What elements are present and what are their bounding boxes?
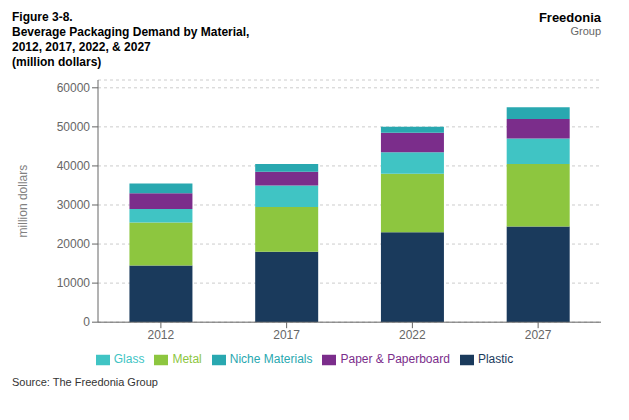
svg-text:60000: 60000	[57, 81, 91, 95]
svg-text:2017: 2017	[273, 328, 300, 342]
html-text:Glass: Glass	[113, 352, 145, 367]
html-text:Freedonia: Freedonia	[538, 10, 601, 25]
html-text:(million dollars): (million dollars)	[12, 55, 102, 69]
html-text:Metal: Metal	[172, 352, 202, 367]
svg-text:10000: 10000	[57, 276, 91, 290]
html-text:Group: Group	[570, 25, 601, 37]
html-text:Figure 3-8.: Figure 3-8.	[12, 10, 73, 24]
html-text:2012, 2017, 2022, & 2027: 2012, 2017, 2022, & 2027	[12, 40, 151, 54]
svg-text:40000: 40000	[57, 159, 91, 173]
html-text:Plastic: Plastic	[477, 352, 514, 367]
html-text:Beverage Packaging Demand by M: Beverage Packaging Demand by Material,	[12, 25, 250, 39]
svg-text:0: 0	[83, 315, 90, 329]
svg-text:2022: 2022	[399, 328, 426, 342]
svg-text:2027: 2027	[525, 328, 552, 342]
svg-text:million dollars: million dollars	[16, 165, 30, 238]
svg-text:30000: 30000	[57, 198, 91, 212]
html-text:Source: The Freedonia Group: Source: The Freedonia Group	[12, 376, 158, 388]
svg-text:20000: 20000	[57, 237, 91, 251]
html-text:Niche Materials: Niche Materials	[229, 352, 313, 367]
svg-text:2012: 2012	[148, 328, 175, 342]
html-text:Paper & Paperboard: Paper & Paperboard	[340, 352, 450, 367]
svg-text:50000: 50000	[57, 120, 91, 134]
